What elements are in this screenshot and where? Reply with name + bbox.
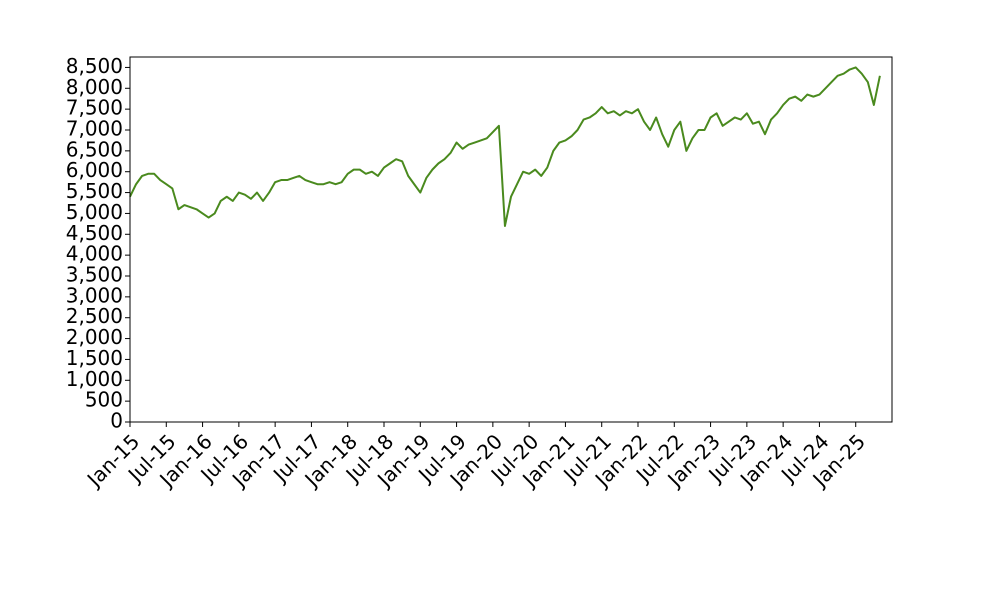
y-tick-label: 5,000	[66, 200, 123, 224]
y-tick-label: 3,000	[66, 283, 123, 307]
y-tick-label: 7,000	[66, 117, 123, 141]
series-line	[129, 66, 881, 227]
y-tick-label: 8,500	[66, 54, 123, 78]
y-tick-label: 0	[110, 409, 123, 433]
y-tick-label: 6,000	[66, 158, 123, 182]
y-tick-label: 8,000	[66, 75, 123, 99]
y-tick-label: 2,500	[66, 304, 123, 328]
y-tick-label: 4,000	[66, 242, 123, 266]
y-tick-label: 4,500	[66, 221, 123, 245]
y-tick-label: 7,500	[66, 96, 123, 120]
y-tick-label: 6,500	[66, 137, 123, 161]
y-tick-label: 5,500	[66, 179, 123, 203]
y-tick-label: 1,000	[66, 367, 123, 391]
y-tick-label: 1,500	[66, 346, 123, 370]
plot-frame	[129, 56, 893, 423]
y-tick-label: 3,500	[66, 263, 123, 287]
y-tick-label: 500	[85, 388, 123, 412]
y-tick-label: 2,000	[66, 325, 123, 349]
